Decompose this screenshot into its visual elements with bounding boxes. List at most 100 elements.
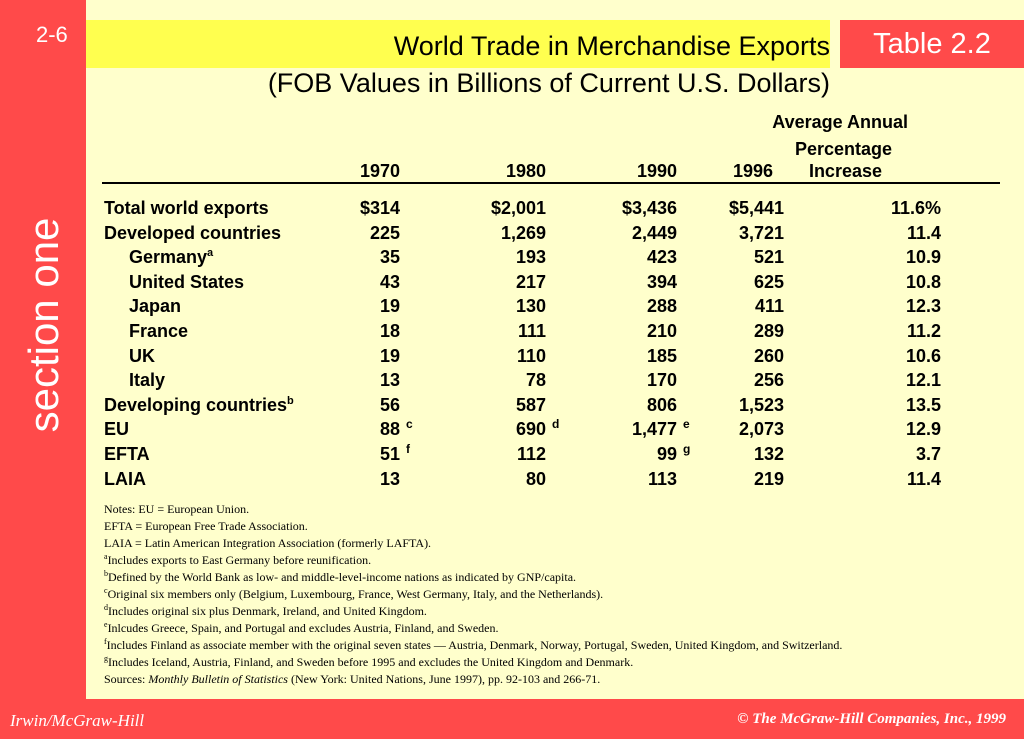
table-row: Developing countriesb 56 587 806 1,523 13.5 [86, 395, 1024, 419]
table-row: LAIA 13 80 113 219 11.4 [86, 469, 1024, 493]
header-1996: 1996 [732, 161, 773, 181]
value-1996: $5,441 [728, 198, 784, 218]
value-1990: 113 [647, 468, 677, 489]
sidebar: 2-6 section one [0, 0, 86, 699]
note-text: Inlcudes Greece, Spain, and Portugal and… [107, 621, 499, 635]
header-rule [102, 182, 1000, 184]
value-1970: 56 [379, 394, 400, 415]
value-1990: 99 [656, 444, 677, 464]
row-label-text: EFTA [104, 444, 150, 464]
slide-title: World Trade in Merchandise Exports [393, 31, 830, 61]
note-line: eInlcudes Greece, Spain, and Portugal an… [104, 620, 842, 637]
value-1970: 88 [379, 419, 400, 440]
cell-footnote-marker: c [406, 417, 413, 432]
table-row: Total world exports $314 $2,001 $3,436 $5,44… [86, 198, 1024, 222]
note-line: aIncludes exports to East Germany before… [104, 552, 842, 569]
value-pct-increase: 10.9 [905, 247, 941, 268]
note-text: Includes Finland as associate member wit… [106, 638, 843, 652]
value-pct-increase: 11.6% [890, 198, 941, 218]
value-1996: 2,073 [738, 419, 784, 440]
value-1980: 217 [515, 271, 546, 292]
row-label: Japan [129, 296, 181, 317]
value-1970: 13 [379, 468, 400, 489]
cell-footnote-marker: f [406, 442, 410, 456]
row-label-text: Japan [129, 296, 182, 317]
title-band [86, 20, 830, 68]
note-marker: b [104, 569, 108, 578]
note-line: fIncludes Finland as associate member wi… [104, 637, 842, 654]
note-line: cOriginal six members only (Belgium, Lux… [104, 586, 842, 603]
row-label-text: Italy [129, 370, 166, 391]
value-1996: 3,721 [738, 222, 784, 243]
value-1996: 256 [753, 370, 784, 391]
note-text: Defined by the World Bank as low- and mi… [108, 570, 577, 584]
sources-prefix: Sources: [104, 672, 149, 686]
row-label: Total world exports [104, 198, 269, 219]
row-label: Germanya [129, 247, 213, 268]
table-row: Japan 19 130 288 411 12.3 [86, 296, 1024, 320]
value-1996: 521 [753, 247, 784, 268]
row-label-text: France [129, 321, 189, 341]
value-1970: 18 [379, 321, 400, 341]
row-label-text: Total world exports [104, 198, 269, 218]
footnote-marker: a [207, 247, 214, 260]
value-1990: 2,449 [631, 222, 677, 243]
value-1980: 130 [515, 296, 546, 317]
header-1970: 1970 [359, 161, 400, 181]
row-label: Italy [129, 370, 165, 391]
row-label-text: Germany [129, 247, 208, 268]
value-1980: 110 [516, 345, 546, 366]
note-line: bDefined by the World Bank as low- and m… [104, 569, 842, 586]
value-pct-increase: 10.8 [905, 271, 941, 292]
row-label: United States [129, 272, 244, 293]
value-1990: 288 [646, 296, 677, 317]
note-marker: e [104, 620, 108, 629]
value-1996: 260 [753, 345, 784, 366]
value-1996: 411 [754, 296, 784, 317]
row-label-text: LAIA [104, 468, 146, 489]
value-1970: $314 [359, 198, 400, 218]
note-marker: g [104, 654, 108, 663]
note-line: gIncludes Iceland, Austria, Finland, and… [104, 654, 842, 671]
value-pct-increase: 11.4 [906, 222, 941, 243]
value-pct-increase: 11.4 [906, 468, 941, 489]
row-label: France [129, 321, 188, 342]
value-1980: $2,001 [490, 198, 546, 218]
value-1996: 132 [753, 444, 784, 464]
note-text: Includes original six plus Denmark, Irel… [108, 604, 427, 618]
sources-title: Monthly Bulletin of Statistics [148, 672, 288, 686]
slide-subtitle: (FOB Values in Billions of Current U.S. … [267, 68, 830, 98]
notes: Notes: EU = European Union. EFTA = Europe… [104, 501, 842, 688]
row-label-text: Developing countries [104, 394, 288, 415]
table-row: EFTA 51 112 99 132 3.7 f g [86, 442, 1024, 468]
value-1970: 51 [379, 444, 400, 464]
value-1990: 210 [646, 321, 677, 341]
cell-footnote-marker: g [683, 442, 691, 456]
value-1980: 78 [525, 370, 546, 391]
note-text: LAIA = Latin American Integration Associ… [104, 536, 432, 550]
header-1990: 1990 [636, 161, 677, 181]
value-1970: 43 [379, 271, 400, 292]
note-text: Includes exports to East Germany before … [107, 553, 372, 567]
value-1990: 185 [646, 345, 677, 366]
section-label: section one [20, 217, 67, 433]
value-1990: 806 [646, 394, 677, 415]
table-row: France 18 111 210 289 11.2 [86, 321, 1024, 345]
note-marker: c [104, 586, 108, 595]
value-1970: 35 [379, 247, 400, 268]
value-1980: 1,269 [500, 222, 546, 243]
table-tag: Table 2.2 [840, 20, 1024, 68]
value-1970: 13 [379, 370, 400, 391]
value-pct-increase: 13.5 [905, 394, 941, 415]
note-line: EFTA = European Free Trade Association. [104, 518, 842, 535]
footer: Irwin/McGraw-Hill © The McGraw-Hill Comp… [0, 699, 1024, 739]
value-1996: 219 [753, 468, 784, 489]
table-row: United States 43 217 394 625 10.8 [86, 272, 1024, 296]
row-label-text: UK [129, 345, 155, 366]
note-text: EFTA = European Free Trade Association. [104, 519, 308, 533]
value-pct-increase: 12.1 [905, 370, 941, 391]
value-1980: 690 [515, 419, 546, 440]
row-label-text: United States [129, 271, 245, 292]
value-1996: 1,523 [738, 394, 784, 415]
slide-content: Table 2.2 World Trade in Merchandise Exp… [86, 0, 1024, 699]
